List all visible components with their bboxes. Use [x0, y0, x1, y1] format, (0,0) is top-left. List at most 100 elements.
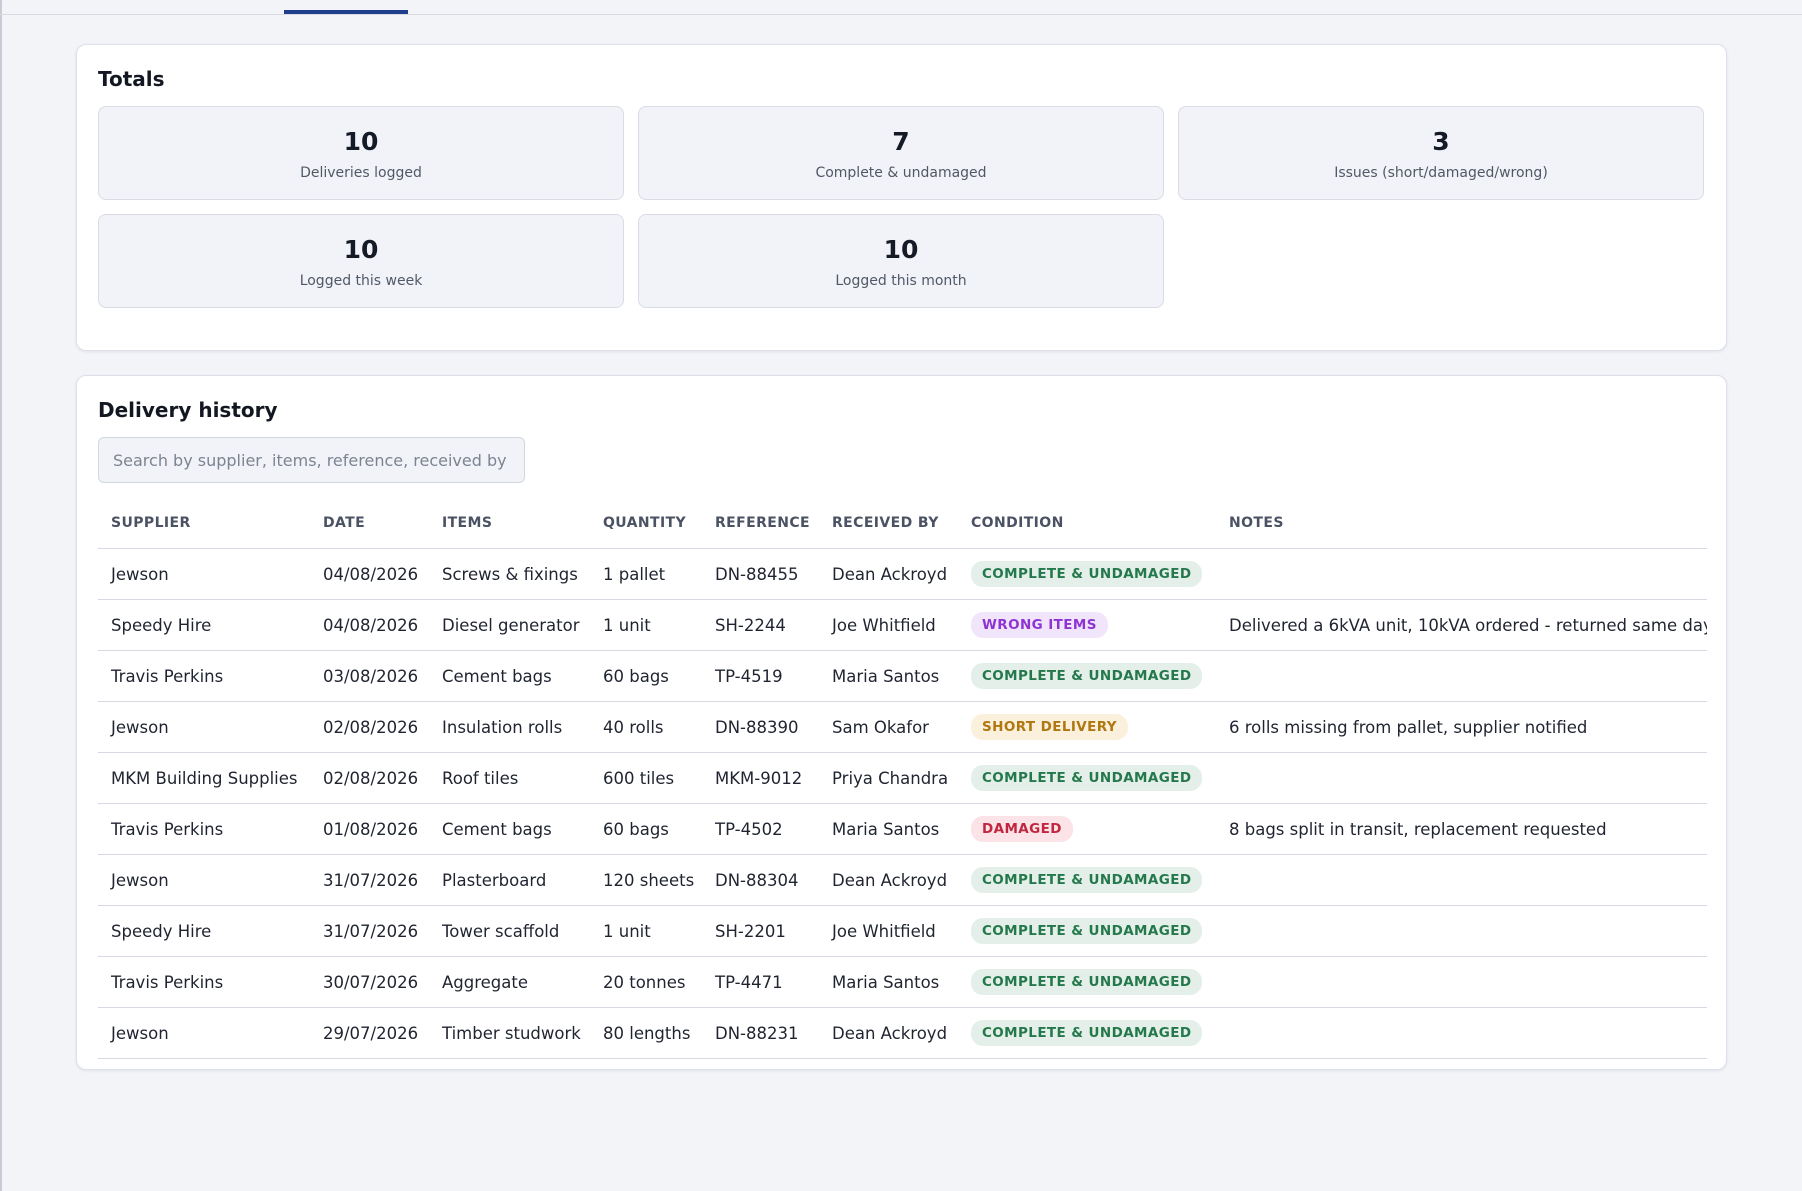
- cell-quantity: 60 bags: [590, 650, 702, 702]
- cell-condition: SHORT DELIVERY: [958, 701, 1216, 753]
- cell-condition: COMPLETE & UNDAMAGED: [958, 854, 1216, 906]
- cell-quantity: 1 pallet: [590, 548, 702, 600]
- cell-date: 31/07/2026: [310, 854, 429, 906]
- condition-badge: COMPLETE & UNDAMAGED: [971, 663, 1203, 689]
- cell-received-by: Dean Ackroyd: [819, 854, 958, 906]
- cell-reference: TP-4519: [702, 650, 819, 702]
- column-header-reference[interactable]: REFERENCE: [702, 498, 819, 549]
- condition-badge: COMPLETE & UNDAMAGED: [971, 1020, 1203, 1046]
- stat-complete-undamaged: 7 Complete & undamaged: [638, 106, 1164, 200]
- cell-received-by: Maria Santos: [819, 803, 958, 855]
- cell-date: 31/07/2026: [310, 905, 429, 957]
- column-header-condition[interactable]: CONDITION: [958, 498, 1216, 549]
- stat-deliveries-logged: 10 Deliveries logged: [98, 106, 624, 200]
- cell-reference: SH-2244: [702, 599, 819, 651]
- cell-supplier: Jewson: [98, 1007, 310, 1059]
- stat-issues: 3 Issues (short/damaged/wrong): [1178, 106, 1704, 200]
- cell-notes: [1216, 1007, 1707, 1059]
- table-row[interactable]: Travis Perkins 30/07/2026 Aggregate 20 tonn…: [98, 956, 1707, 1008]
- cell-date: 04/08/2026: [310, 548, 429, 600]
- table-row[interactable]: Jewson 31/07/2026 Plasterboard 120 sheets DN…: [98, 854, 1707, 906]
- stat-label: Logged this week: [299, 273, 423, 289]
- cell-reference: MKM-9012: [702, 752, 819, 804]
- column-header-items[interactable]: ITEMS: [429, 498, 590, 549]
- column-header-notes[interactable]: NOTES: [1216, 498, 1707, 549]
- cell-supplier: Travis Perkins: [98, 803, 310, 855]
- cell-supplier: MKM Building Supplies: [98, 752, 310, 804]
- table-row[interactable]: Jewson 29/07/2026 Timber studwork 80 length…: [98, 1007, 1707, 1059]
- cell-items: Screws & fixings: [429, 548, 590, 600]
- cell-date: 01/08/2026: [310, 803, 429, 855]
- cell-quantity: 60 bags: [590, 803, 702, 855]
- stat-logged-this-week: 10 Logged this week: [98, 214, 624, 308]
- cell-reference: TP-4502: [702, 803, 819, 855]
- cell-notes: [1216, 650, 1707, 702]
- totals-card: Totals 10 Deliveries logged 7 Complete &…: [76, 44, 1727, 351]
- column-header-supplier[interactable]: SUPPLIER: [98, 498, 310, 549]
- table-row[interactable]: Travis Perkins 03/08/2026 Cement bags 60 ba…: [98, 650, 1707, 702]
- stat-value: 10: [343, 235, 379, 264]
- condition-badge: DAMAGED: [971, 816, 1073, 842]
- cell-received-by: Joe Whitfield: [819, 599, 958, 651]
- cell-notes: [1216, 854, 1707, 906]
- totals-title: Totals: [98, 67, 165, 91]
- delivery-history-title: Delivery history: [98, 398, 278, 422]
- table-header-row: SUPPLIER DATE ITEMS QUANTITY REFERENCE R…: [98, 498, 1707, 549]
- cell-notes: [1216, 752, 1707, 804]
- cell-supplier: Jewson: [98, 701, 310, 753]
- condition-badge: COMPLETE & UNDAMAGED: [971, 867, 1203, 893]
- cell-date: 02/08/2026: [310, 701, 429, 753]
- table-row[interactable]: Jewson 02/08/2026 Insulation rolls 40 rolls…: [98, 701, 1707, 753]
- cell-quantity: 80 lengths: [590, 1007, 702, 1059]
- cell-condition: COMPLETE & UNDAMAGED: [958, 956, 1216, 1008]
- cell-reference: DN-88231: [702, 1007, 819, 1059]
- search-input[interactable]: [98, 437, 525, 483]
- table-row[interactable]: Travis Perkins 01/08/2026 Cement bags 60 ba…: [98, 803, 1707, 855]
- cell-quantity: 40 rolls: [590, 701, 702, 753]
- cell-date: 30/07/2026: [310, 956, 429, 1008]
- cell-quantity: 20 tonnes: [590, 956, 702, 1008]
- stat-value: 7: [892, 127, 910, 156]
- column-header-received-by[interactable]: RECEIVED BY: [819, 498, 958, 549]
- cell-items: Roof tiles: [429, 752, 590, 804]
- cell-received-by: Priya Chandra: [819, 752, 958, 804]
- cell-received-by: Maria Santos: [819, 956, 958, 1008]
- stat-value: 10: [343, 127, 379, 156]
- cell-received-by: Dean Ackroyd: [819, 548, 958, 600]
- cell-items: Cement bags: [429, 803, 590, 855]
- stat-label: Deliveries logged: [300, 165, 422, 181]
- stat-value: 10: [883, 235, 919, 264]
- cell-supplier: Jewson: [98, 548, 310, 600]
- cell-quantity: 1 unit: [590, 905, 702, 957]
- table-row[interactable]: Jewson 04/08/2026 Screws & fixings 1 pallet…: [98, 548, 1707, 600]
- cell-condition: COMPLETE & UNDAMAGED: [958, 905, 1216, 957]
- cell-condition: DAMAGED: [958, 803, 1216, 855]
- cell-notes: [1216, 956, 1707, 1008]
- condition-badge: SHORT DELIVERY: [971, 714, 1128, 740]
- column-header-date[interactable]: DATE: [310, 498, 429, 549]
- cell-notes: Delivered a 6kVA unit, 10kVA ordered - r…: [1216, 599, 1707, 651]
- table-row[interactable]: Speedy Hire 04/08/2026 Diesel generator 1 u…: [98, 599, 1707, 651]
- cell-condition: WRONG ITEMS: [958, 599, 1216, 651]
- cell-reference: TP-4471: [702, 956, 819, 1008]
- cell-notes: 8 bags split in transit, replacement req…: [1216, 803, 1707, 855]
- column-header-quantity[interactable]: QUANTITY: [590, 498, 702, 549]
- stat-label: Complete & undamaged: [815, 165, 987, 181]
- cell-received-by: Dean Ackroyd: [819, 1007, 958, 1059]
- cell-received-by: Maria Santos: [819, 650, 958, 702]
- cell-items: Insulation rolls: [429, 701, 590, 753]
- cell-date: 02/08/2026: [310, 752, 429, 804]
- cell-items: Cement bags: [429, 650, 590, 702]
- cell-reference: DN-88390: [702, 701, 819, 753]
- cell-items: Plasterboard: [429, 854, 590, 906]
- table-row[interactable]: Speedy Hire 31/07/2026 Tower scaffold 1 uni…: [98, 905, 1707, 957]
- cell-received-by: Sam Okafor: [819, 701, 958, 753]
- condition-badge: COMPLETE & UNDAMAGED: [971, 918, 1203, 944]
- cell-condition: COMPLETE & UNDAMAGED: [958, 650, 1216, 702]
- cell-date: 29/07/2026: [310, 1007, 429, 1059]
- cell-quantity: 1 unit: [590, 599, 702, 651]
- table-row[interactable]: MKM Building Supplies 02/08/2026 Roof tile…: [98, 752, 1707, 804]
- cell-reference: DN-88455: [702, 548, 819, 600]
- cell-quantity: 120 sheets: [590, 854, 702, 906]
- stat-label: Issues (short/damaged/wrong): [1334, 165, 1548, 181]
